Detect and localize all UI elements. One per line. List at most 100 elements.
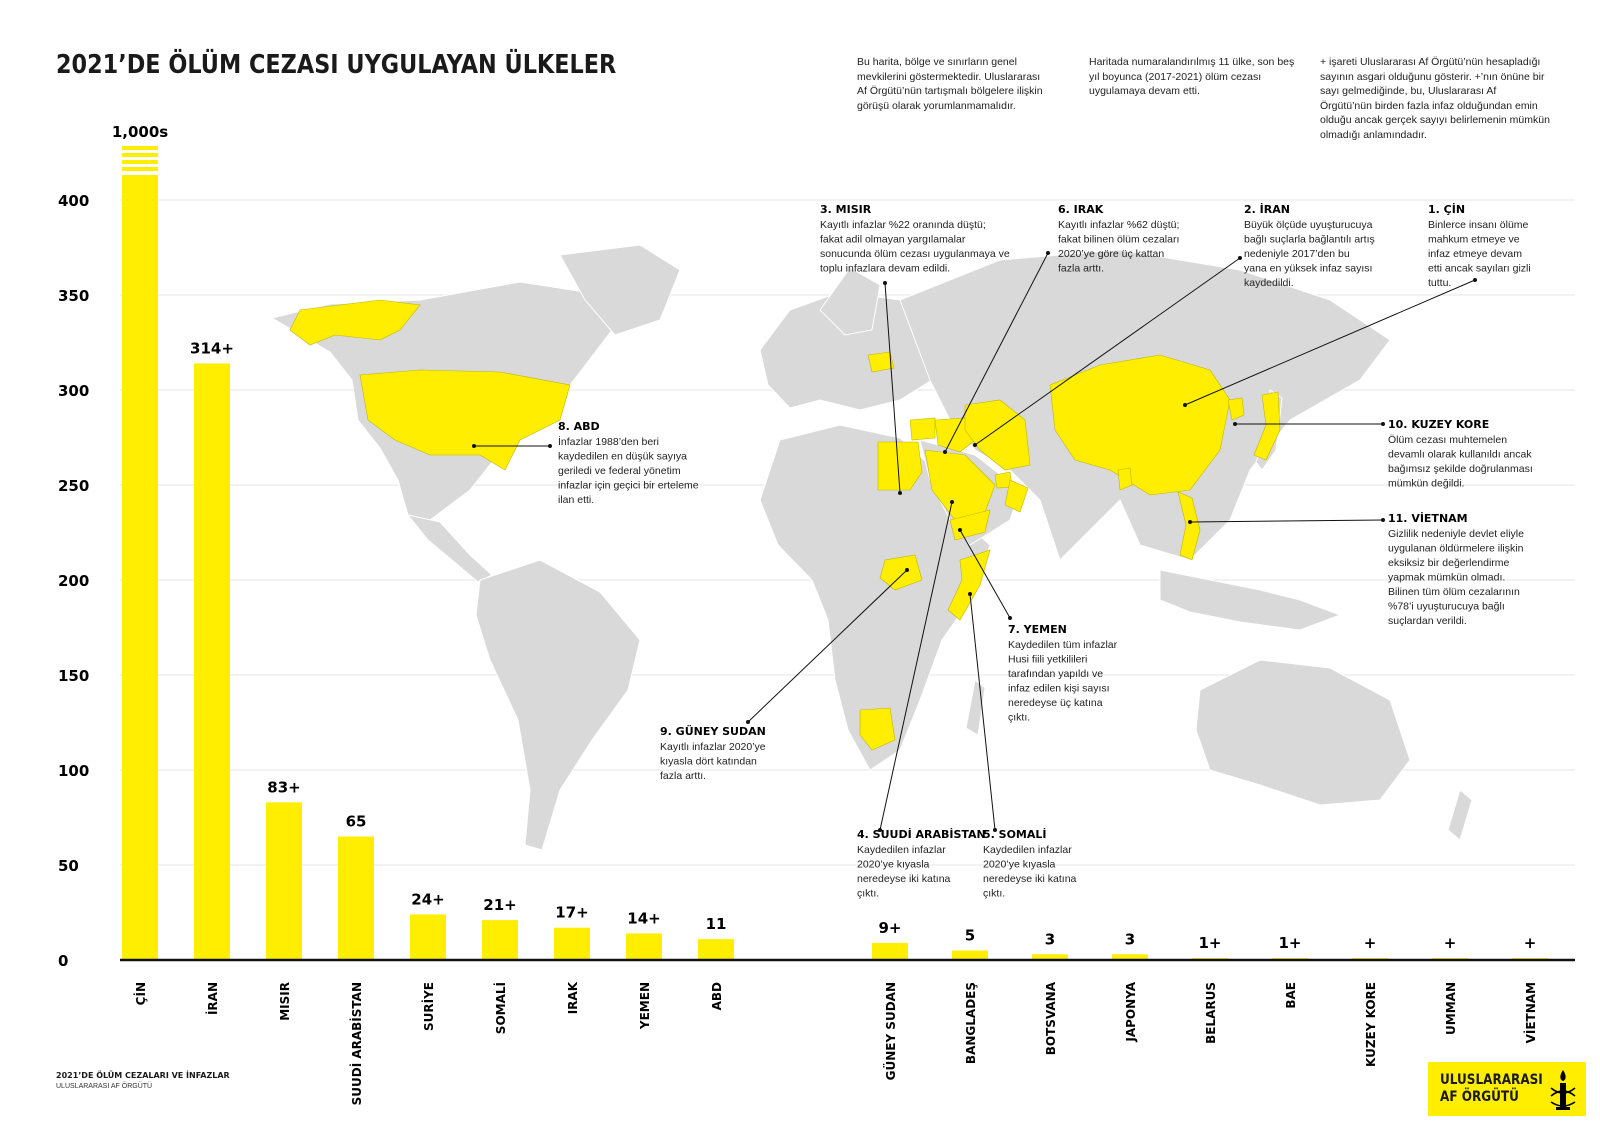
annotation-dot-5 — [968, 592, 972, 596]
annotation-dot-end-5 — [993, 828, 997, 832]
annotation-dot-end-6 — [1046, 251, 1050, 255]
annotation-line-9-1: Kayıtlı infazlar 2020’ye — [660, 741, 766, 753]
value-label-11: 3 — [1045, 930, 1055, 948]
annotation-line-11-3: eksiksiz bir değerlendirme — [1388, 557, 1510, 569]
bar-0 — [122, 175, 158, 960]
country-usa — [359, 369, 571, 471]
bar-7 — [626, 933, 662, 960]
annotation-leader-6 — [944, 252, 1049, 453]
annotation-leader-2 — [974, 257, 1241, 446]
country-china — [1049, 354, 1231, 496]
annotation-title-3: 3. MISIR — [820, 203, 872, 216]
annotation-title-7: 7. YEMEN — [1008, 623, 1067, 636]
annotation-dot-end-1 — [1473, 278, 1477, 282]
annotation-dot-9 — [905, 568, 909, 572]
annotation-line-11-6: %78’i uyuşturucuya bağlı — [1388, 601, 1505, 613]
land-australia — [1195, 659, 1411, 806]
world-map — [270, 244, 1473, 851]
y-tick-label-200: 200 — [58, 572, 89, 590]
annotation-line-11-4: yapmak mümkün olmadı. — [1388, 572, 1505, 584]
category-label-2: MISIR — [278, 982, 292, 1021]
annotation-title-4: 4. SUUDİ ARABİSTAN — [857, 827, 986, 841]
bar-12 — [1112, 954, 1148, 960]
value-label-17: + — [1524, 934, 1537, 952]
bar-break-stripe-0 — [122, 146, 158, 150]
bar-break-stripe-2 — [122, 160, 158, 164]
value-label-16: + — [1444, 934, 1457, 952]
note-plus-sign: + işareti Uluslararası Af Örgütü’nün hes… — [1320, 56, 1550, 141]
category-label-10: BANGLADEŞ — [964, 982, 978, 1064]
annotation-line-3-1: Kayıtlı infazlar %22 oranında düştü; — [820, 219, 986, 231]
annotation-line-8-1: İnfazlar 1988’den beri — [558, 435, 659, 448]
annotation-dot-end-8 — [548, 444, 552, 448]
land-new-zealand — [1447, 789, 1473, 841]
annotation-dot-end-2 — [1238, 256, 1242, 260]
annotation-line-5-4: çıktı. — [983, 888, 1005, 900]
category-label-15: KUZEY KORE — [1364, 982, 1378, 1067]
category-label-11: BOTSVANA — [1044, 981, 1058, 1055]
annotation-line-6-4: fazla arttı. — [1058, 263, 1104, 275]
land-scandinavia — [819, 267, 881, 336]
y-tick-label-350: 350 — [58, 287, 89, 305]
category-label-3: SUUDİ ARABİSTAN — [349, 982, 364, 1105]
y-tick-label-150: 150 — [58, 667, 89, 685]
bar-9 — [872, 942, 908, 960]
annotation-8: 8. ABD İnfazlar 1988’den beri kaydedilen e… — [472, 420, 699, 506]
annotation-line-11-7: suçlardan verildi. — [1388, 615, 1467, 627]
annotation-dot-2 — [973, 443, 977, 447]
country-south-sudan — [879, 554, 923, 591]
annotation-dot-1 — [1183, 403, 1187, 407]
annotation-line-7-4: infaz edilen kişi sayısı — [1008, 683, 1110, 695]
annotation-dot-3 — [898, 491, 902, 495]
value-label-6: 17+ — [555, 904, 588, 922]
annotation-line-5-2: 2020’ye kıyasla — [983, 859, 1056, 871]
value-label-4: 24+ — [411, 890, 444, 908]
annotation-line-6-2: fakat bilinen ölüm cezaları — [1058, 234, 1179, 246]
annotation-line-7-3: tarafından yapıldı ve — [1008, 668, 1103, 680]
annotation-title-1: 1. ÇİN — [1428, 202, 1465, 216]
country-somalia — [947, 549, 991, 621]
annotation-leader-11 — [1189, 519, 1384, 523]
bar-5 — [482, 920, 518, 960]
annotation-10: 10. KUZEY KORE Ölüm cezası muhtemelen deva… — [1233, 418, 1533, 490]
category-label-5: SOMALİ — [493, 982, 508, 1034]
value-label-14: 1+ — [1278, 934, 1301, 952]
annotation-line-6-1: Kayıtlı infazlar %62 düştü; — [1058, 219, 1179, 231]
land-indonesia — [1159, 569, 1342, 631]
annotation-title-10: 10. KUZEY KORE — [1388, 418, 1489, 431]
bar-2 — [266, 802, 302, 960]
annotation-line-2-2: bağlı suçlarla bağlantılı artış — [1244, 234, 1375, 246]
land-central-america — [406, 514, 493, 583]
annotation-dot-7 — [958, 528, 962, 532]
bar-6 — [554, 927, 590, 960]
category-label-16: UMMAN — [1444, 982, 1458, 1035]
country-oman — [1004, 479, 1029, 513]
annotation-line-6-3: 2020’ye göre üç kattan — [1058, 248, 1164, 260]
annotation-leader-4 — [879, 501, 953, 831]
annotation-line-2-4: yana en yüksek infaz sayısı — [1244, 263, 1372, 275]
category-label-13: BELARUS — [1204, 982, 1218, 1044]
annotation-line-1-3: infaz etmeye devam — [1428, 248, 1522, 260]
annotation-title-9: 9. GÜNEY SUDAN — [660, 724, 766, 738]
value-label-8: 11 — [706, 915, 727, 933]
country-belarus — [867, 351, 895, 373]
annotation-title-6: 6. IRAK — [1058, 203, 1104, 216]
bar-1 — [194, 363, 230, 960]
category-label-6: IRAK — [566, 981, 580, 1014]
annotation-2: 2. İRAN Büyük ölçüde uyuşturucuya bağlı su… — [973, 202, 1375, 447]
category-label-1: İRAN — [205, 982, 220, 1015]
annotation-4: 4. SUUDİ ARABİSTAN Kaydedilen infazlar 202… — [857, 500, 986, 900]
annotation-line-10-2: devamlı olarak kullanıldı ancak — [1388, 449, 1532, 461]
annotation-11: 11. VİETNAM Gizlilik nedeniyle devlet eli… — [1188, 511, 1524, 627]
annotation-dot-6 — [943, 450, 947, 454]
annotation-line-1-2: mahkum etmeye ve — [1428, 234, 1520, 246]
y-tick-label-50: 50 — [58, 857, 79, 875]
annotation-dot-end-9 — [746, 720, 750, 724]
value-label-1: 314+ — [190, 339, 234, 357]
annotations-layer: 1. ÇİN Binlerce insanı ölüme mahkum etmeye… — [472, 202, 1533, 900]
axis-layer: 0 50 100 150 200 250 300 350 400 ÇİN İRAN MISIR SUUD… — [58, 192, 1575, 1105]
annotation-line-8-4: infazlar için geçici bir erteleme — [558, 480, 699, 492]
bar-10 — [952, 950, 988, 960]
annotation-line-8-5: ilan etti. — [558, 494, 594, 506]
